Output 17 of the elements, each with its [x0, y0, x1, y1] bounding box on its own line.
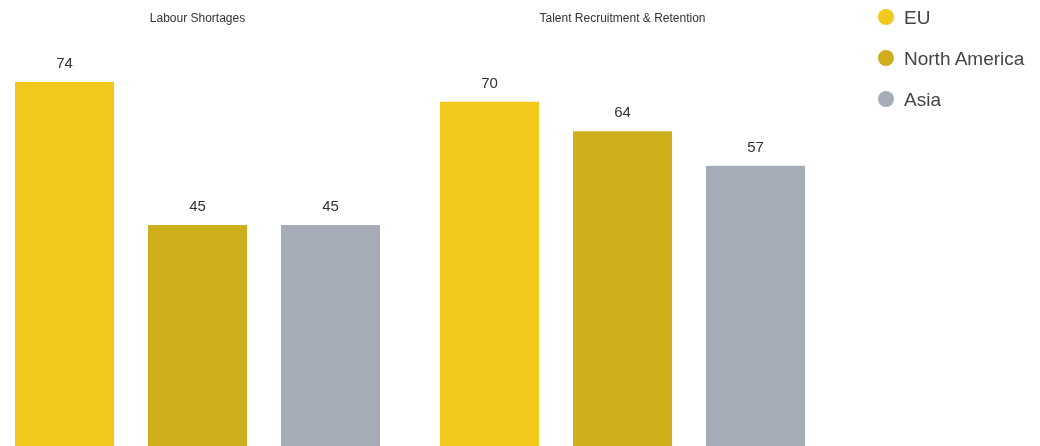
data-label: 57 [747, 137, 764, 155]
legend-label: EU [904, 7, 931, 28]
data-label: 70 [481, 73, 498, 91]
bar [148, 225, 247, 446]
bar [706, 165, 805, 446]
bar [15, 82, 114, 446]
legend-label: North America [904, 48, 1025, 69]
bar [440, 101, 539, 446]
data-label: 45 [189, 197, 206, 215]
x-tick-label: Labour Shortages [149, 11, 246, 25]
bar [281, 225, 380, 446]
data-label: 64 [614, 103, 631, 121]
data-label: 74 [56, 54, 73, 71]
x-tick-label: Talent Recruitment & Retention [539, 11, 706, 25]
bar [573, 131, 672, 446]
legend-label: Asia [904, 89, 942, 110]
data-label: 45 [322, 197, 339, 215]
